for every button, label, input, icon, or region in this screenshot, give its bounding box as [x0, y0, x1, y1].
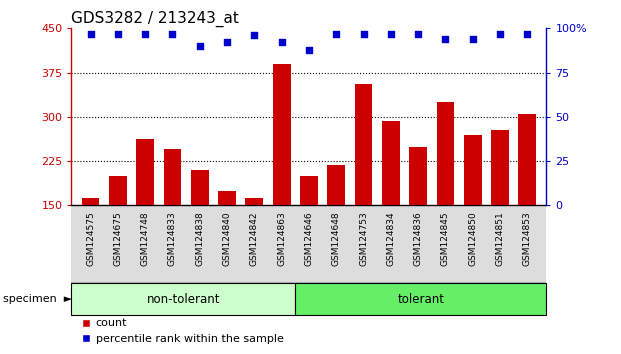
Text: GSM124675: GSM124675: [113, 212, 122, 266]
Text: GSM124838: GSM124838: [195, 212, 204, 266]
FancyBboxPatch shape: [71, 283, 295, 315]
Bar: [464, 135, 482, 294]
Text: GSM124575: GSM124575: [86, 212, 95, 266]
Bar: [355, 84, 373, 294]
Text: GSM124850: GSM124850: [468, 212, 478, 266]
Bar: [300, 176, 318, 294]
Point: [440, 36, 450, 42]
Text: GSM124833: GSM124833: [168, 212, 177, 266]
Text: GSM124842: GSM124842: [250, 212, 259, 266]
Bar: [437, 102, 455, 294]
Bar: [81, 198, 99, 294]
FancyBboxPatch shape: [295, 283, 546, 315]
Text: GSM124851: GSM124851: [496, 212, 505, 266]
Point: [331, 31, 341, 36]
Bar: [136, 139, 154, 294]
Legend: count, percentile rank within the sample: count, percentile rank within the sample: [77, 314, 288, 348]
Bar: [191, 170, 209, 294]
Bar: [218, 190, 236, 294]
Text: GDS3282 / 213243_at: GDS3282 / 213243_at: [71, 11, 239, 27]
Text: non-tolerant: non-tolerant: [147, 293, 220, 306]
Text: GSM124648: GSM124648: [332, 212, 341, 266]
Bar: [245, 198, 263, 294]
Bar: [382, 121, 400, 294]
Point: [168, 31, 178, 36]
Point: [195, 43, 205, 49]
Text: GSM124853: GSM124853: [523, 212, 532, 266]
Bar: [491, 130, 509, 294]
Text: GSM124836: GSM124836: [414, 212, 423, 266]
Text: GSM124748: GSM124748: [140, 212, 150, 266]
Point: [522, 31, 532, 36]
Text: tolerant: tolerant: [397, 293, 444, 306]
Bar: [273, 64, 291, 294]
Text: GSM124845: GSM124845: [441, 212, 450, 266]
Point: [386, 31, 396, 36]
Point: [304, 47, 314, 52]
Text: specimen  ►: specimen ►: [3, 294, 73, 304]
Point: [358, 31, 368, 36]
Text: GSM124646: GSM124646: [304, 212, 314, 266]
Point: [250, 33, 260, 38]
Point: [468, 36, 478, 42]
Point: [140, 31, 150, 36]
Bar: [109, 176, 127, 294]
Point: [222, 40, 232, 45]
Text: GSM124840: GSM124840: [222, 212, 232, 266]
Bar: [163, 149, 181, 294]
Point: [113, 31, 123, 36]
Bar: [327, 165, 345, 294]
Point: [277, 40, 287, 45]
Point: [86, 31, 96, 36]
Text: GSM124753: GSM124753: [359, 212, 368, 266]
Text: GSM124834: GSM124834: [386, 212, 396, 266]
Point: [495, 31, 505, 36]
Point: [413, 31, 423, 36]
Bar: [409, 148, 427, 294]
Bar: [519, 114, 537, 294]
Text: GSM124863: GSM124863: [277, 212, 286, 266]
